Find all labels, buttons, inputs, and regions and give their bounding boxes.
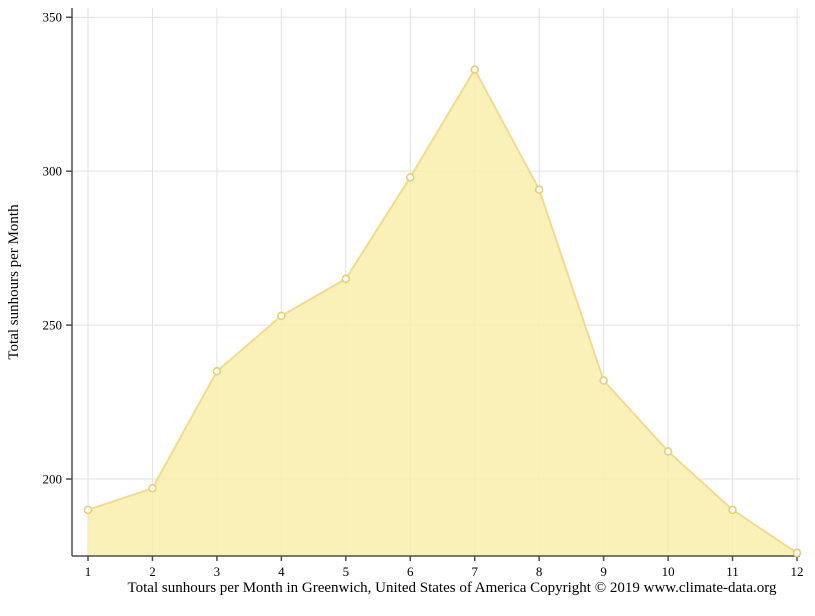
y-axis-title: Total sunhours per Month — [6, 204, 22, 360]
data-point-marker[interactable] — [728, 505, 737, 515]
x-tick-label: 7 — [471, 564, 478, 579]
x-tick-label: 6 — [407, 564, 414, 579]
data-point-marker[interactable] — [470, 65, 479, 74]
y-tick-label: 250 — [43, 318, 63, 333]
data-point-marker[interactable] — [341, 274, 351, 284]
data-point-marker[interactable] — [83, 505, 93, 515]
x-tick-label: 10 — [662, 564, 675, 579]
x-tick-label: 2 — [149, 564, 156, 579]
area-fill — [88, 69, 797, 557]
x-tick-label: 11 — [726, 564, 739, 579]
data-point-marker[interactable] — [277, 311, 286, 321]
series-line — [87, 68, 798, 554]
y-tick-label: 350 — [43, 10, 63, 25]
data-point-marker[interactable] — [599, 376, 608, 385]
y-tick-label: 300 — [43, 164, 63, 179]
data-point-marker[interactable] — [212, 367, 222, 376]
data-point-marker[interactable] — [148, 484, 157, 493]
data-point-marker[interactable] — [534, 185, 544, 194]
x-tick-label: 8 — [536, 564, 543, 579]
data-point-marker[interactable] — [792, 548, 802, 558]
data-point-marker[interactable] — [406, 173, 415, 182]
data-point-marker[interactable] — [663, 447, 673, 456]
x-tick-label: 1 — [85, 564, 92, 579]
chart-caption: Total sunhours per Month in Greenwich, U… — [128, 580, 777, 596]
x-tick-label: 9 — [600, 564, 607, 579]
x-tick-label: 3 — [214, 564, 221, 579]
x-tick-label: 5 — [343, 564, 350, 579]
x-tick-label: 4 — [278, 564, 285, 579]
y-tick-label: 200 — [43, 472, 63, 487]
x-tick-label: 12 — [791, 564, 804, 579]
